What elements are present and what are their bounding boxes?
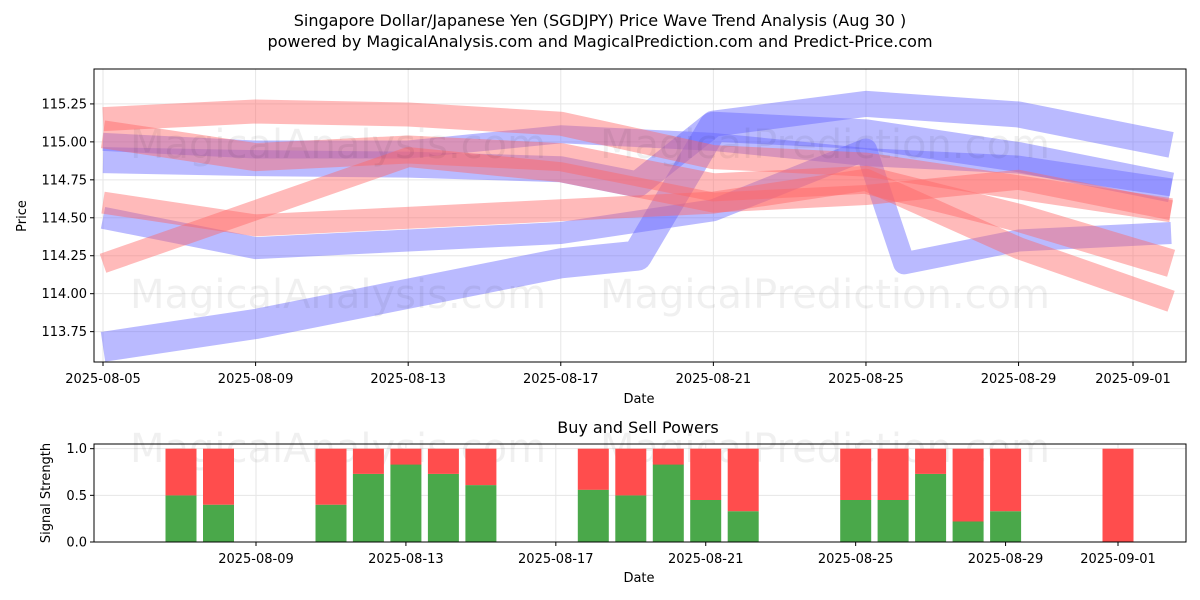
buy-bar: [990, 511, 1022, 542]
buy-bar: [315, 504, 347, 542]
price-band-red: [99, 147, 1174, 273]
top-x-tick-label: 2025-08-17: [523, 372, 599, 387]
bottom-x-tick-label: 2025-08-25: [818, 552, 894, 567]
sell-bar: [390, 448, 422, 465]
bottom-x-tick-label: 2025-08-17: [518, 552, 594, 567]
price-band-blue: [100, 111, 1175, 362]
sell-bar: [915, 448, 947, 474]
buy-bar: [427, 473, 459, 542]
sell-bar: [315, 448, 347, 505]
buy-bar: [203, 504, 234, 542]
top-x-tick-label: 2025-08-29: [981, 372, 1057, 387]
buy-bar: [465, 485, 497, 542]
bottom-plot-frame: [93, 443, 1187, 543]
top-x-tick-label: 2025-08-09: [218, 372, 294, 387]
buy-bar: [352, 473, 384, 542]
buy-bar: [577, 489, 609, 542]
sell-bar: [1102, 448, 1134, 542]
sell-bar: [652, 448, 684, 465]
sell-bar: [877, 448, 909, 500]
sell-bar: [727, 448, 759, 512]
bottom-y-tick-label: 0.5: [66, 489, 87, 504]
top-x-axis-label: Date: [623, 392, 654, 407]
sell-bar: [690, 448, 722, 500]
sell-bar: [840, 448, 872, 500]
top-grid: [94, 69, 1186, 362]
bottom-x-axis-label: Date: [623, 571, 654, 586]
top-y-tick-label: 114.00: [42, 287, 88, 302]
bottom-x-tick-label: 2025-08-21: [668, 552, 744, 567]
sell-bar: [577, 448, 609, 490]
buy-bar: [690, 500, 722, 542]
price-band-blue: [100, 138, 1172, 275]
top-y-tick-label: 115.00: [42, 135, 88, 150]
bottom-x-tick-label: 2025-09-01: [1080, 552, 1156, 567]
top-y-tick-label: 114.75: [42, 173, 88, 188]
top-y-tick-label: 114.50: [42, 211, 88, 226]
top-price-bands: [99, 90, 1176, 362]
sell-bar: [952, 448, 984, 522]
buy-bar: [165, 495, 197, 542]
price-band-red: [101, 168, 1175, 312]
buy-bar: [840, 500, 872, 542]
buy-bar: [952, 521, 984, 542]
buy-bar: [615, 495, 647, 542]
buy-sell-bars: [165, 448, 1134, 542]
chart-subtitle: powered by MagicalAnalysis.com and Magic…: [267, 32, 932, 51]
buy-bar: [727, 511, 759, 542]
sell-bar: [615, 448, 647, 496]
bottom-y-tick-label: 1.0: [66, 442, 87, 457]
top-x-tick-label: 2025-08-05: [65, 372, 141, 387]
top-plot-frame: [93, 68, 1187, 363]
bottom-x-tick-label: 2025-08-09: [218, 552, 294, 567]
sell-bar: [990, 448, 1022, 512]
buy-bar: [915, 473, 947, 542]
price-band-blue: [102, 125, 1173, 197]
bottom-x-tick-label: 2025-08-13: [368, 552, 444, 567]
bottom-y-axis-label: Signal Strength: [39, 443, 54, 543]
watermark-text: MagicalPrediction.com: [600, 122, 1050, 168]
bottom-y-tick-label: 0.0: [66, 536, 87, 551]
top-y-axis-label: Price: [15, 200, 30, 232]
bottom-axes: 0.0 0.5 1.0 2025-08-09 2025-08-13 2025-08-17 2…: [66, 442, 1155, 567]
price-band-red: [100, 120, 1176, 277]
bottom-x-tick-label: 2025-08-29: [968, 552, 1044, 567]
watermark-text: MagicalAnalysis.com: [130, 122, 546, 168]
top-watermarks: MagicalAnalysis.com MagicalPrediction.com…: [130, 122, 1050, 318]
top-x-tick-label: 2025-08-21: [676, 372, 752, 387]
watermark-text: MagicalAnalysis.com: [130, 272, 546, 318]
sell-bar: [465, 448, 497, 486]
watermark-text: MagicalPrediction.com: [600, 272, 1050, 318]
top-y-tick-label: 114.25: [42, 249, 88, 264]
bottom-chart-title: Buy and Sell Powers: [557, 418, 719, 437]
sell-bar: [165, 448, 197, 496]
sell-bar: [427, 448, 459, 474]
top-x-tick-label: 2025-08-25: [828, 372, 904, 387]
sell-bar: [352, 448, 384, 474]
top-y-tick-label: 115.25: [42, 97, 88, 112]
chart-title: Singapore Dollar/Japanese Yen (SGDJPY) P…: [294, 11, 907, 30]
top-x-tick-label: 2025-08-13: [370, 372, 446, 387]
top-y-tick-label: 113.75: [42, 325, 88, 340]
top-axes: 113.75 114.00 114.25 114.50 114.75 115.00 115.…: [42, 97, 1171, 387]
top-x-tick-label: 2025-09-01: [1095, 372, 1171, 387]
price-band-blue: [102, 90, 1174, 198]
buy-bar: [390, 464, 422, 542]
buy-bar: [877, 500, 909, 542]
price-band-red: [102, 99, 1173, 223]
sell-bar: [203, 448, 234, 505]
buy-bar: [652, 464, 684, 542]
